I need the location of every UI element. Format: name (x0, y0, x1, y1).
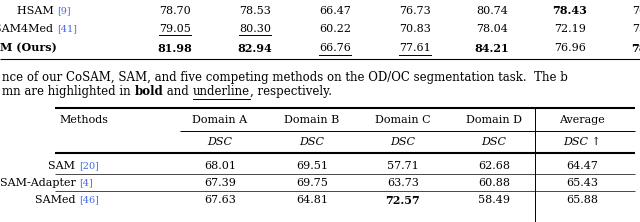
Text: 69.51: 69.51 (296, 161, 328, 171)
Text: 78.04: 78.04 (476, 24, 508, 34)
Text: 57.71: 57.71 (387, 161, 419, 171)
Text: and: and (163, 85, 193, 97)
Text: bold: bold (134, 85, 163, 97)
Text: 82.94: 82.94 (237, 42, 273, 54)
Text: [46]: [46] (79, 196, 99, 204)
Text: SAMed: SAMed (35, 195, 79, 205)
Text: Average: Average (559, 115, 605, 125)
Text: 63.73: 63.73 (387, 178, 419, 188)
Text: Domain C: Domain C (375, 115, 431, 125)
Text: DSC: DSC (481, 137, 506, 147)
Text: 72.19: 72.19 (554, 24, 586, 34)
Text: 67.63: 67.63 (204, 195, 236, 205)
Text: 60.88: 60.88 (478, 178, 510, 188)
Text: 70.83: 70.83 (399, 24, 431, 34)
Text: mn are highlighted in: mn are highlighted in (2, 85, 134, 97)
Text: 65.88: 65.88 (566, 195, 598, 205)
Text: 62.68: 62.68 (478, 161, 510, 171)
Text: HSAM: HSAM (17, 6, 57, 16)
Text: 67.39: 67.39 (204, 178, 236, 188)
Text: 65.43: 65.43 (566, 178, 598, 188)
Text: 78.41: 78.41 (630, 42, 640, 54)
Text: 78.43: 78.43 (552, 6, 588, 16)
Text: 68.01: 68.01 (204, 161, 236, 171)
Text: DSC: DSC (207, 137, 232, 147)
Text: 78.53: 78.53 (239, 6, 271, 16)
Text: [20]: [20] (79, 161, 99, 170)
Text: [9]: [9] (57, 6, 70, 16)
Text: 79.05: 79.05 (159, 24, 191, 34)
Text: SAM4Med: SAM4Med (0, 24, 57, 34)
Text: 60.22: 60.22 (319, 24, 351, 34)
Text: 84.21: 84.21 (475, 42, 509, 54)
Text: 78.70: 78.70 (159, 6, 191, 16)
Text: 81.98: 81.98 (157, 42, 193, 54)
Text: , respectively.: , respectively. (250, 85, 332, 97)
Text: CoSAM (Ours): CoSAM (Ours) (0, 42, 57, 54)
Text: Methods: Methods (60, 115, 109, 125)
Text: 73.44: 73.44 (632, 24, 640, 34)
Text: 69.75: 69.75 (296, 178, 328, 188)
Text: 76.96: 76.96 (554, 43, 586, 53)
Text: 64.81: 64.81 (296, 195, 328, 205)
Text: 76.73: 76.73 (399, 6, 431, 16)
Text: 64.47: 64.47 (566, 161, 598, 171)
Text: underline: underline (193, 85, 250, 97)
Text: DSC ↑: DSC ↑ (563, 137, 601, 147)
Text: SAM: SAM (49, 161, 79, 171)
Text: Domain B: Domain B (284, 115, 340, 125)
Text: 77.61: 77.61 (399, 43, 431, 53)
Text: Domain A: Domain A (193, 115, 248, 125)
Text: [4]: [4] (79, 178, 93, 188)
Text: [41]: [41] (57, 24, 77, 34)
Text: 76.60: 76.60 (632, 6, 640, 16)
Text: 58.49: 58.49 (478, 195, 510, 205)
Text: 80.74: 80.74 (476, 6, 508, 16)
Text: DSC: DSC (300, 137, 324, 147)
Text: DSC: DSC (390, 137, 415, 147)
Text: 80.30: 80.30 (239, 24, 271, 34)
Text: SAM-Adapter: SAM-Adapter (0, 178, 79, 188)
Text: 72.57: 72.57 (386, 194, 420, 206)
Text: Domain D: Domain D (466, 115, 522, 125)
Text: 66.76: 66.76 (319, 43, 351, 53)
Text: 66.47: 66.47 (319, 6, 351, 16)
Text: nce of our CoSAM, SAM, and five competing methods on the OD/OC segmentation task: nce of our CoSAM, SAM, and five competin… (2, 71, 568, 83)
